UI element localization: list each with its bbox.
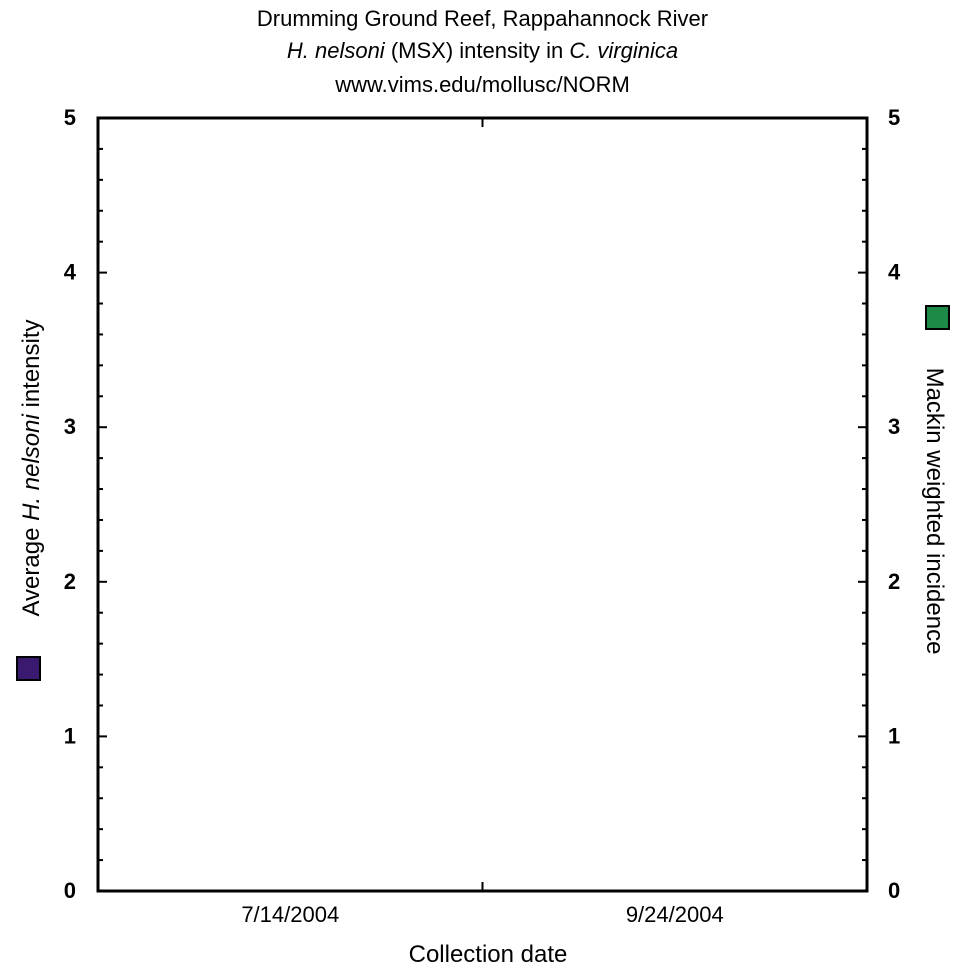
y-tick-label-right: 1 bbox=[888, 723, 900, 748]
legend-marker-incidence bbox=[925, 305, 950, 330]
y-tick-label-right: 4 bbox=[888, 260, 901, 285]
plot-frame bbox=[96, 116, 869, 893]
y-tick-label-right: 5 bbox=[888, 105, 900, 130]
y-tick-label-right: 2 bbox=[888, 569, 900, 594]
y-tick-label-left: 2 bbox=[64, 569, 76, 594]
title-middle-text: (MSX) intensity in bbox=[384, 38, 570, 63]
title-species-host: C. virginica bbox=[569, 38, 679, 63]
axis-ticks bbox=[98, 117, 867, 892]
ylabel-left-species: H. nelsoni bbox=[18, 414, 45, 521]
x-tick-label: 9/24/2004 bbox=[626, 902, 724, 927]
y-tick-label-left: 1 bbox=[64, 723, 76, 748]
chart-title-url: www.vims.edu/mollusc/NORM bbox=[335, 72, 630, 97]
y-tick-label-right: 0 bbox=[888, 878, 900, 903]
y-tick-label-left: 0 bbox=[64, 878, 76, 903]
x-tick-label: 7/14/2004 bbox=[241, 902, 339, 927]
tick-labels: 0 0 1 1 2 2 3 3 4 4 5 5 7/14/2004 9/24/2004 bbox=[64, 105, 901, 927]
title-species-parasite: H. nelsoni bbox=[286, 38, 385, 63]
y-tick-label-left: 5 bbox=[64, 105, 76, 130]
y-tick-label-right: 3 bbox=[888, 414, 900, 439]
y-axis-title-right: Mackin weighted incidence bbox=[921, 367, 948, 655]
x-axis-title: Collection date bbox=[409, 941, 568, 967]
ylabel-left-prefix: Average bbox=[18, 520, 45, 617]
ylabel-left-suffix: intensity bbox=[18, 319, 45, 415]
y-tick-label-left: 3 bbox=[64, 414, 76, 439]
chart-title-line-2: H. nelsoni (MSX) intensity in C. virgini… bbox=[0, 38, 965, 64]
y-tick-label-left: 4 bbox=[64, 260, 77, 285]
legend-marker-intensity bbox=[16, 656, 41, 681]
chart-title-line-1: Drumming Ground Reef, Rappahannock River bbox=[256, 6, 709, 31]
y-axis-title-left: Average H. nelsoni intensity bbox=[18, 319, 46, 616]
